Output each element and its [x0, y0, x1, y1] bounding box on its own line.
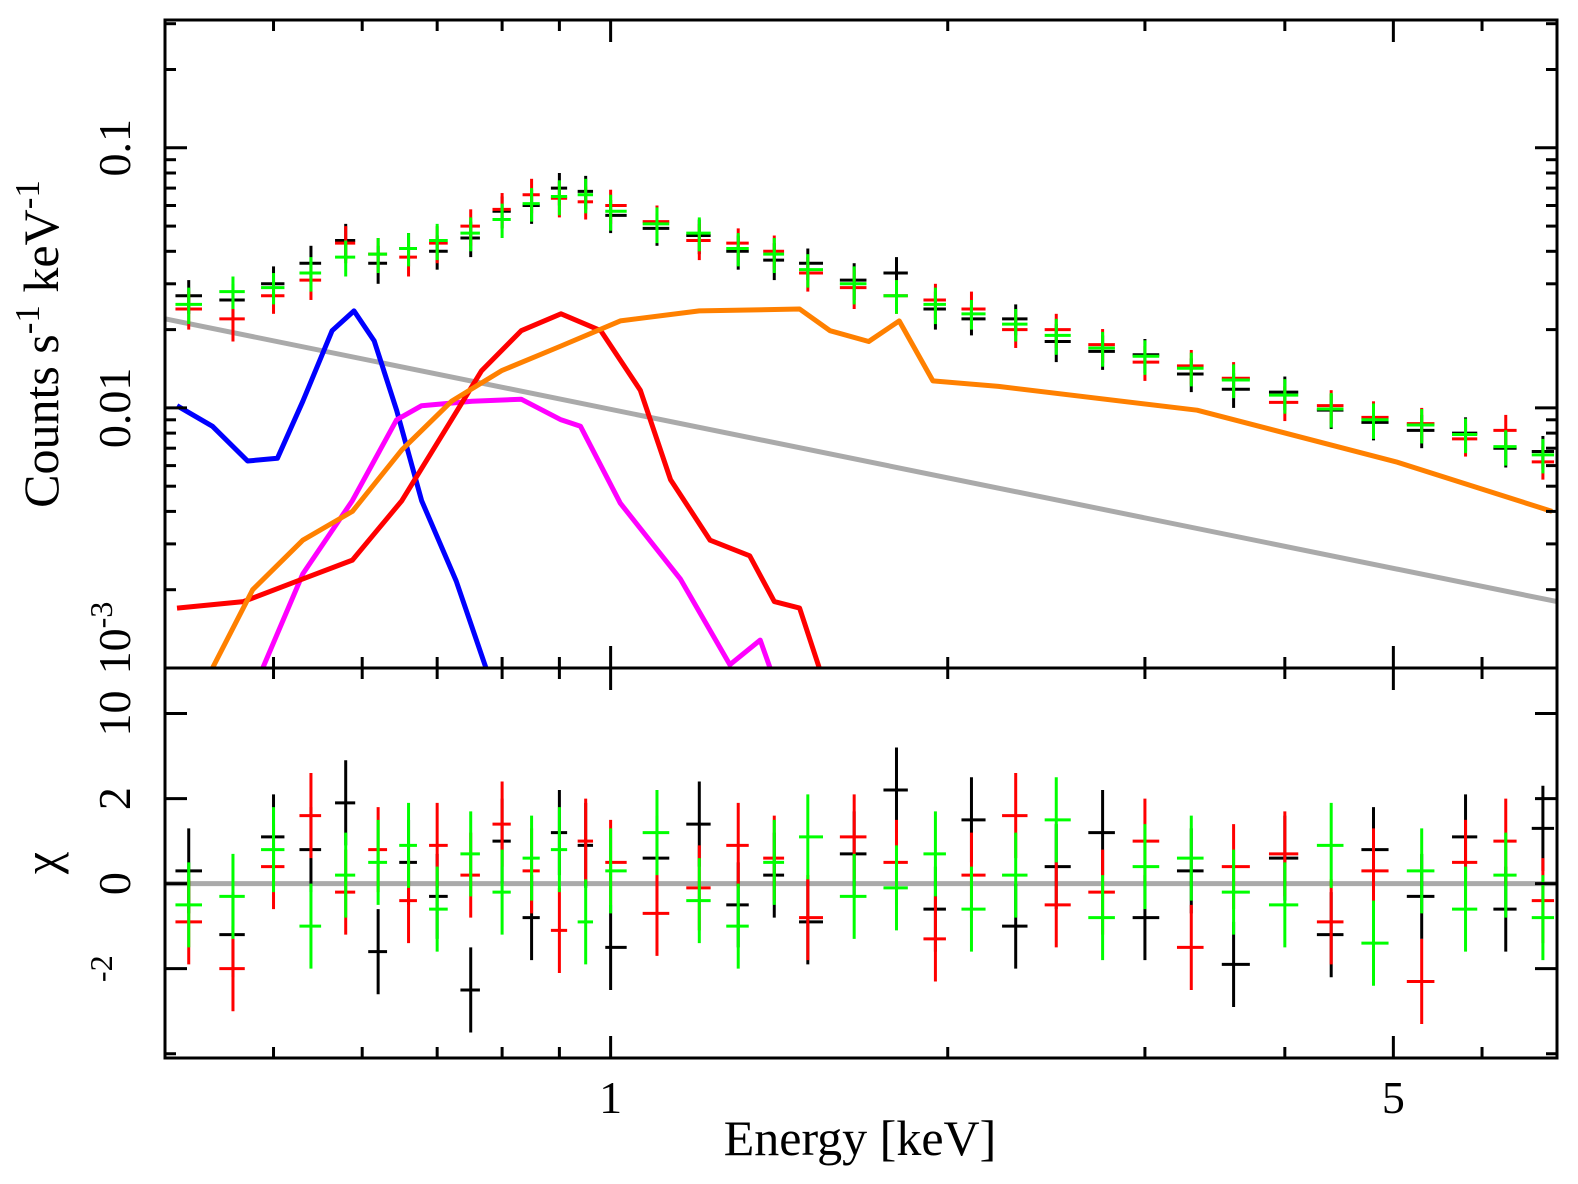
y-axis-title: Counts s-1 keV-1	[8, 180, 70, 508]
panel	[165, 747, 1557, 1033]
x-tick-label: 5	[1382, 1072, 1405, 1123]
y-axis-title: χ	[13, 852, 69, 875]
y-tick-label: -2	[83, 955, 119, 982]
model-line	[210, 306, 1553, 668]
y-tick-label: 0	[89, 872, 140, 895]
y-tick-label: 10	[89, 691, 140, 737]
y-tick-label: 10-3	[83, 602, 140, 675]
x-axis-title: Energy [keV]	[724, 1110, 997, 1166]
model-line	[176, 311, 822, 668]
x-tick-label: 1	[599, 1072, 622, 1123]
panel	[165, 173, 1557, 668]
y-tick-label: 2	[89, 787, 140, 810]
y-tick-label: 0.01	[89, 368, 140, 449]
model-line	[260, 396, 773, 668]
model-line	[165, 316, 1557, 605]
y-tick-label: 0.1	[89, 119, 140, 177]
model-line	[175, 308, 489, 668]
axes-frame	[163, 666, 1559, 1060]
